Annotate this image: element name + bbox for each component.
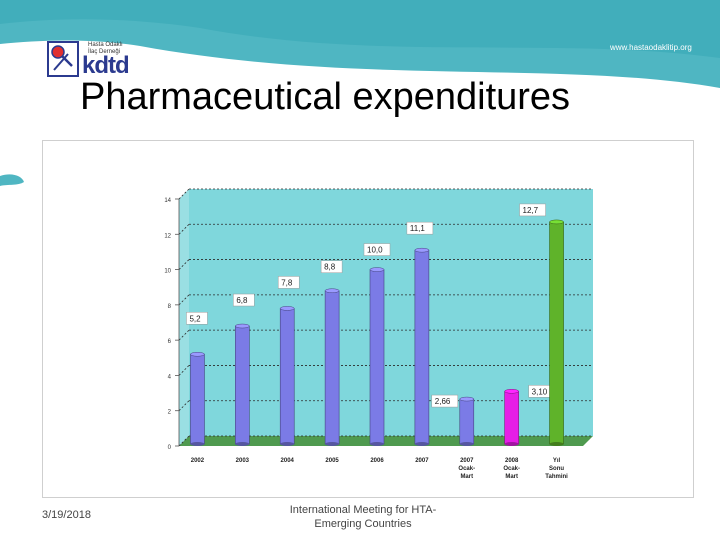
value-label: 8,8	[324, 263, 336, 272]
x-tick-label: Yıl	[553, 458, 561, 464]
magnifier-icon	[51, 45, 65, 59]
value-label-box	[320, 260, 343, 273]
footer-event-line1: International Meeting for HTA-	[289, 504, 437, 516]
bar-cap	[549, 219, 564, 225]
bar-base	[280, 442, 295, 446]
bar-base	[370, 442, 384, 446]
bar	[504, 391, 519, 445]
x-tick-label: Ocak-	[503, 466, 520, 472]
value-label: 3,10	[532, 387, 548, 396]
y-tick-label: 14	[164, 198, 171, 204]
y-tick-label: 8	[168, 304, 172, 310]
value-label-box	[519, 203, 546, 217]
value-label: 12,7	[523, 206, 539, 215]
bar	[324, 290, 340, 445]
header-band	[0, 0, 720, 88]
bar-cap	[279, 306, 295, 311]
bar	[459, 398, 475, 445]
value-label: 5,2	[189, 314, 201, 323]
value-label-box	[233, 293, 255, 307]
x-tick-label: Ocak-	[458, 466, 475, 472]
magnifier-handle	[61, 55, 73, 67]
bar-base	[190, 442, 205, 446]
y-tick-label: 10	[164, 269, 171, 275]
x-tick-label: Tahmini	[545, 474, 568, 480]
bar-base	[459, 442, 474, 446]
value-label: 6,8	[236, 296, 248, 305]
chart-frame: 0 2 4 6 8 10 12 14 5,2 2002 6,8 2003 7,8 2004 8,8 2005 1…	[42, 140, 694, 498]
value-label: 11,1	[410, 224, 426, 233]
bar-cap	[504, 389, 519, 394]
y-tick-label: 2	[168, 410, 172, 416]
bar	[235, 325, 250, 445]
logo-tagline: Hasta Odaklı İlaç Derneği	[88, 42, 123, 56]
x-tick-label: Sonu	[549, 466, 564, 472]
bar	[414, 249, 430, 445]
footer-event: International Meeting for HTA- Emerging …	[272, 503, 454, 531]
bar-cap	[414, 247, 430, 253]
value-label: 10,0	[367, 246, 383, 255]
footer-event-line2: Emerging Countries	[314, 518, 412, 530]
footer-date: 3/19/2018	[42, 509, 91, 521]
plot-side-wall	[179, 189, 189, 446]
x-tick-label: 2003	[236, 458, 250, 464]
bar	[369, 269, 385, 445]
logo-line	[53, 53, 69, 71]
value-label-box	[363, 243, 391, 256]
y-tick-label: 12	[164, 233, 171, 239]
bar-base	[235, 442, 250, 446]
x-tick-label: 2008	[505, 458, 519, 464]
y-tick-label: 0	[168, 445, 172, 451]
x-tick-label: 2002	[191, 458, 205, 464]
decor-swoosh-left	[0, 174, 24, 186]
logo-tagline-1: Hasta Odaklı	[88, 42, 123, 48]
x-tick-label: 2007	[460, 458, 474, 464]
bar-base	[504, 442, 519, 446]
value-label-box	[406, 221, 434, 235]
bar-base	[325, 442, 340, 446]
value-label: 2,66	[435, 397, 451, 406]
value-label: 7,8	[281, 278, 293, 287]
kdtd-logo	[47, 41, 79, 77]
x-tick-label: 2004	[281, 458, 295, 464]
bar-cap	[235, 323, 250, 329]
bar-base	[549, 442, 564, 446]
bar-cap	[324, 288, 340, 293]
x-tick-label: Mart	[505, 474, 518, 480]
logo-tagline-2: İlaç Derneği	[88, 49, 121, 55]
bar-cap	[369, 267, 385, 272]
header-wave-dark	[0, 0, 720, 58]
slide-title: Pharmaceutical expenditures	[80, 76, 571, 118]
logo-wordmark: kdtd	[82, 52, 130, 79]
y-tick-label: 6	[168, 339, 172, 345]
bar	[549, 221, 564, 445]
x-tick-label: 2005	[325, 458, 339, 464]
site-url[interactable]: www.hastaodaklitip.org	[610, 43, 692, 52]
value-label-box	[431, 394, 459, 408]
value-label-box	[186, 312, 208, 325]
bar-base	[414, 442, 429, 446]
bar-chart: 0 2 4 6 8 10 12 14 5,2 2002 6,8 2003 7,8 2004 8,8 2005 1…	[164, 188, 593, 480]
x-tick-label: 2007	[415, 458, 429, 464]
bar-cap	[190, 352, 205, 357]
y-tick-label: 4	[168, 374, 172, 380]
value-label-box	[277, 276, 300, 289]
plot-area	[189, 189, 593, 436]
bar-cap	[459, 396, 475, 402]
x-tick-label: Mart	[460, 474, 473, 480]
bar	[279, 308, 295, 445]
x-tick-label: 2006	[370, 458, 384, 464]
bar	[190, 353, 205, 445]
